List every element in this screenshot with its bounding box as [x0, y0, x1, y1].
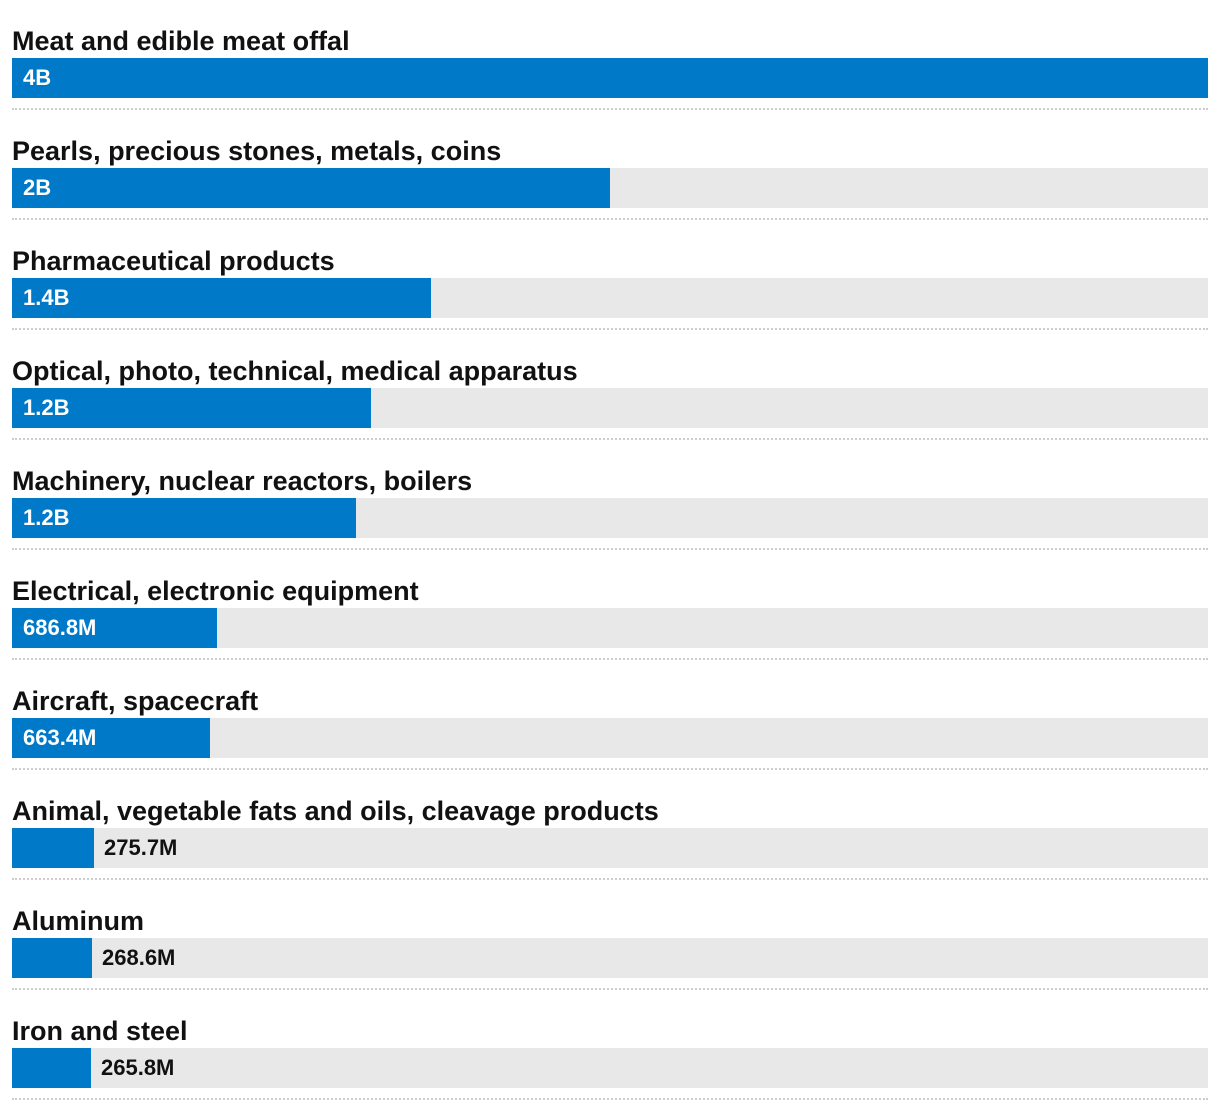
- row-divider: [12, 988, 1208, 990]
- bar-track: 268.6M: [12, 938, 1208, 978]
- category-label: Aluminum: [12, 906, 144, 936]
- value-label: 663.4M: [23, 725, 97, 750]
- bar-track: 265.8M: [12, 1048, 1208, 1088]
- category-label: Meat and edible meat offal: [12, 26, 350, 56]
- bar-1: [12, 58, 1208, 98]
- chart-row-6: Electrical, electronic equipment 686.8M: [12, 560, 1208, 670]
- value-label: 1.2B: [23, 505, 70, 530]
- chart-row-1: Meat and edible meat offal 4B: [12, 10, 1208, 120]
- chart-row-4: Optical, photo, technical, medical appar…: [12, 340, 1208, 450]
- category-label: Optical, photo, technical, medical appar…: [12, 356, 578, 386]
- chart-row-8: Animal, vegetable fats and oils, cleavag…: [12, 780, 1208, 890]
- value-label: 4B: [23, 65, 52, 90]
- bar-3: [12, 278, 431, 318]
- category-label: Aircraft, spacecraft: [12, 686, 259, 716]
- value-label: 265.8M: [101, 1055, 175, 1080]
- chart-row-7: Aircraft, spacecraft 663.4M: [12, 670, 1208, 780]
- bar-7: [12, 718, 210, 758]
- value-label: 1.2B: [23, 395, 70, 420]
- chart-row-9: Aluminum 268.6M: [12, 890, 1208, 1000]
- bar-track: 1.2B: [12, 498, 1208, 538]
- bar-track: 1.2B: [12, 388, 1208, 428]
- chart-row-5: Machinery, nuclear reactors, boilers 1.2…: [12, 450, 1208, 560]
- value-label: 2B: [23, 175, 52, 200]
- row-divider: [12, 438, 1208, 440]
- bar-10: [12, 1048, 91, 1088]
- bar-track: 686.8M: [12, 608, 1208, 648]
- chart-row-2: Pearls, precious stones, metals, coins 2…: [12, 120, 1208, 230]
- row-divider: [12, 1098, 1208, 1100]
- bar-9: [12, 938, 92, 978]
- bar-6: [12, 608, 217, 648]
- row-divider: [12, 878, 1208, 880]
- value-label: 275.7M: [104, 835, 178, 860]
- bar-2: [12, 168, 610, 208]
- bar-track: 4B: [12, 58, 1208, 98]
- row-divider: [12, 108, 1208, 110]
- value-label: 686.8M: [23, 615, 97, 640]
- chart-row-10: Iron and steel 265.8M: [12, 1000, 1208, 1110]
- row-divider: [12, 658, 1208, 660]
- bar-track: 2B: [12, 168, 1208, 208]
- bar-5: [12, 498, 356, 538]
- category-label: Machinery, nuclear reactors, boilers: [12, 466, 473, 496]
- bar-track: 663.4M: [12, 718, 1208, 758]
- bar-track: 275.7M: [12, 828, 1208, 868]
- row-divider: [12, 218, 1208, 220]
- row-divider: [12, 548, 1208, 550]
- category-label: Pharmaceutical products: [12, 246, 335, 276]
- value-label: 268.6M: [102, 945, 176, 970]
- category-label: Iron and steel: [12, 1016, 188, 1046]
- bar-8: [12, 828, 94, 868]
- bar-4: [12, 388, 371, 428]
- chart-row-3: Pharmaceutical products 1.4B: [12, 230, 1208, 340]
- value-label: 1.4B: [23, 285, 70, 310]
- bar-track: 1.4B: [12, 278, 1208, 318]
- category-label: Animal, vegetable fats and oils, cleavag…: [12, 796, 659, 826]
- row-divider: [12, 768, 1208, 770]
- category-label: Pearls, precious stones, metals, coins: [12, 136, 502, 166]
- row-divider: [12, 328, 1208, 330]
- category-label: Electrical, electronic equipment: [12, 576, 419, 606]
